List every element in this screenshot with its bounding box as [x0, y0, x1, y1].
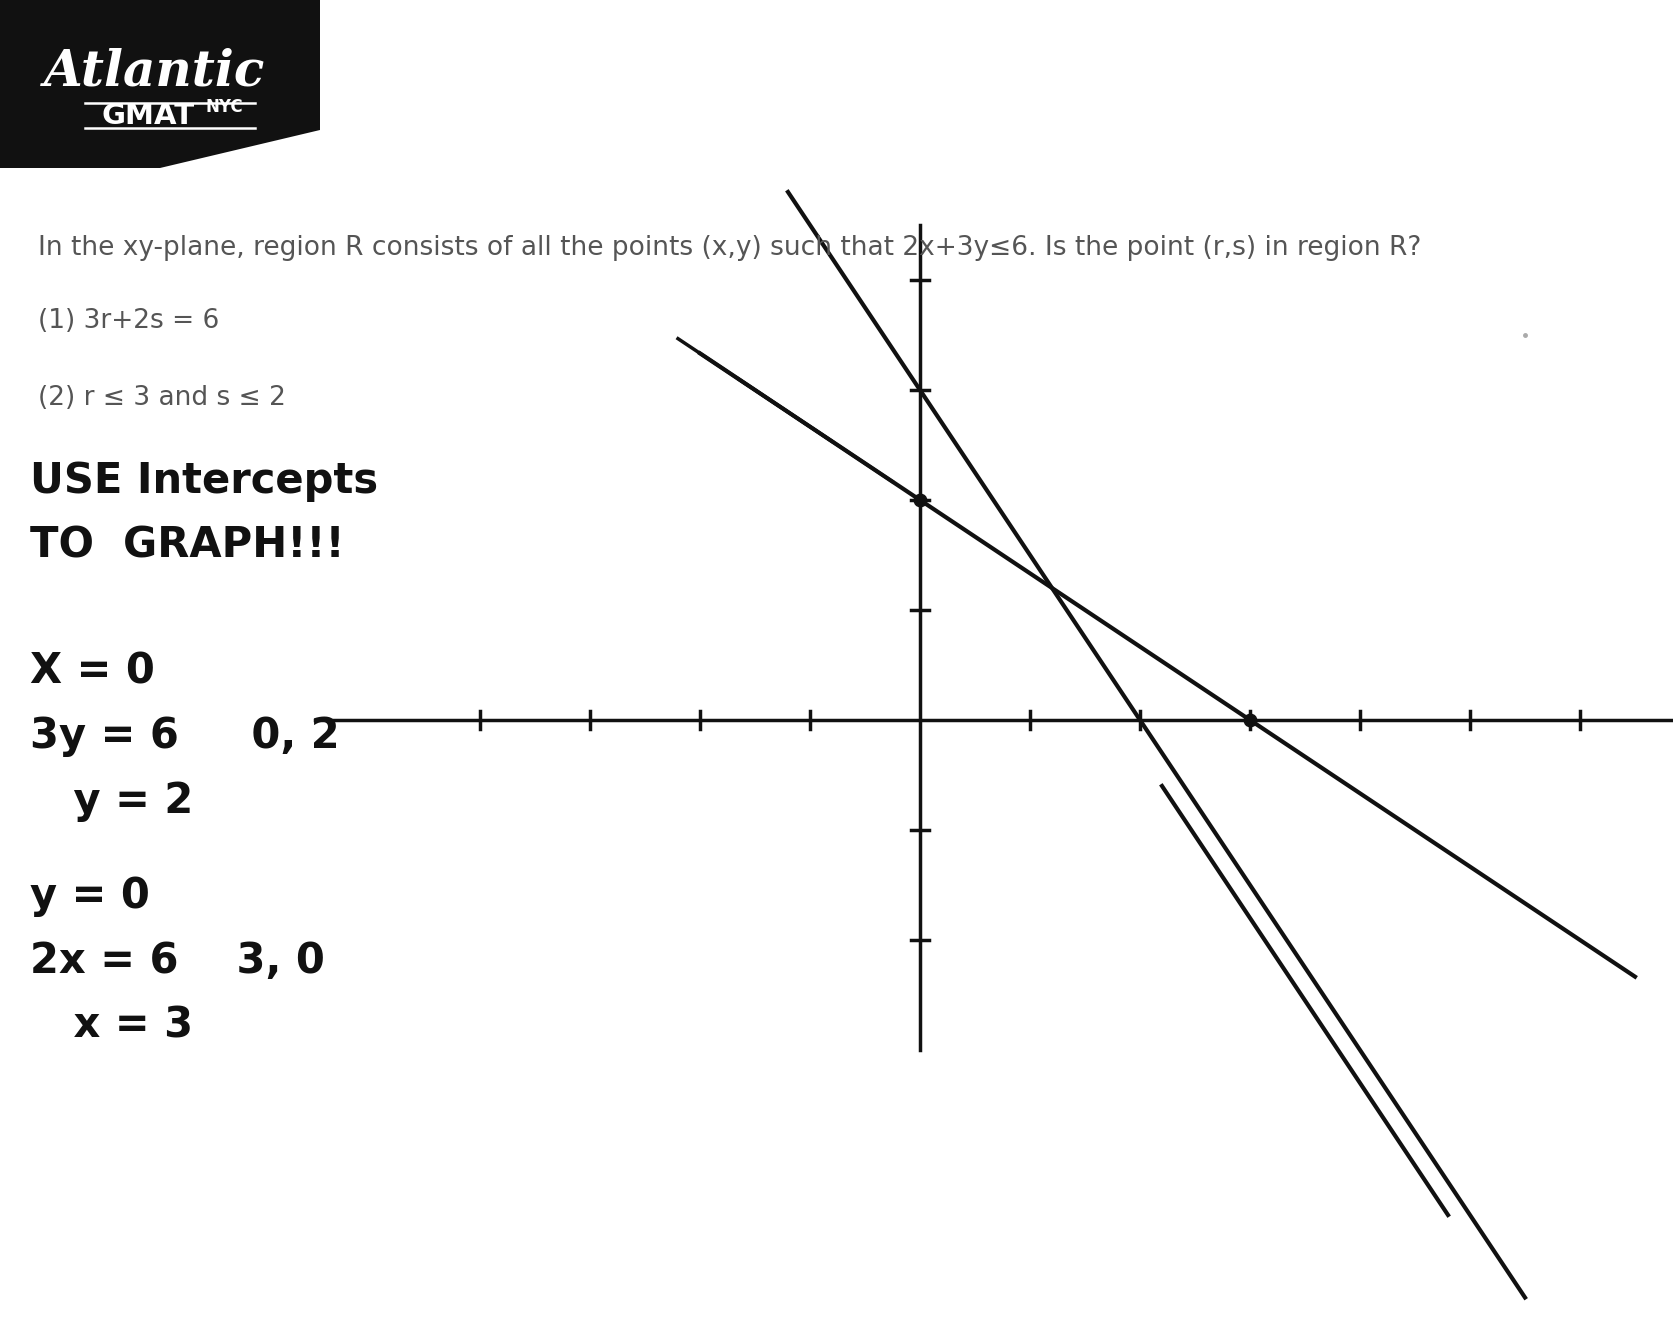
Text: GMAT: GMAT [102, 102, 194, 130]
Text: y = 2: y = 2 [30, 780, 192, 823]
Text: NYC: NYC [206, 98, 243, 116]
Text: (2) r ≤ 3 and s ≤ 2: (2) r ≤ 3 and s ≤ 2 [38, 385, 286, 411]
Text: X = 0: X = 0 [30, 650, 156, 692]
Text: TO  GRAPH!!!: TO GRAPH!!! [30, 524, 345, 567]
Text: y = 0: y = 0 [30, 874, 151, 917]
Polygon shape [0, 0, 320, 168]
Text: 2x = 6    3, 0: 2x = 6 3, 0 [30, 940, 325, 982]
Text: In the xy-plane, region R consists of all the points (x,y) such that 2x+3y≤6. Is: In the xy-plane, region R consists of al… [38, 236, 1420, 261]
Text: Atlantic: Atlantic [43, 48, 266, 97]
Text: 3y = 6     0, 2: 3y = 6 0, 2 [30, 715, 340, 757]
Text: (1) 3r+2s = 6: (1) 3r+2s = 6 [38, 307, 219, 334]
Text: x = 3: x = 3 [30, 1005, 192, 1047]
Text: USE Intercepts: USE Intercepts [30, 461, 378, 502]
